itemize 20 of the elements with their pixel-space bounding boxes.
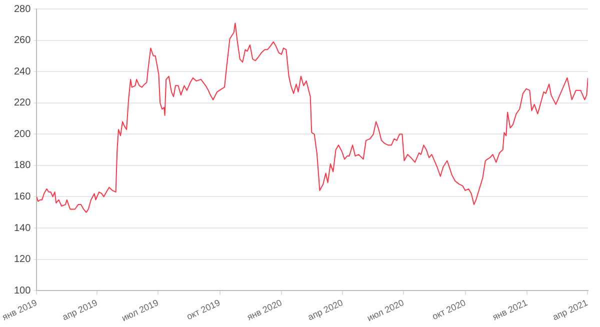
y-tick-label: 200 — [14, 128, 32, 140]
y-tick-label: 280 — [14, 4, 32, 15]
y-tick-label: 220 — [14, 98, 32, 109]
x-tick-label: апр 2019 — [60, 297, 99, 322]
y-tick-label: 160 — [14, 191, 32, 202]
x-tick-label: янв 2021 — [490, 297, 529, 322]
x-tick-label: янв 2019 — [0, 297, 39, 322]
x-tick-label: апр 2021 — [551, 297, 590, 322]
y-tick-label: 100 — [14, 285, 32, 296]
x-tick-label: июл 2019 — [120, 297, 160, 324]
y-tick-label: 180 — [14, 160, 32, 172]
x-tick-label: июл 2020 — [366, 297, 406, 324]
y-tick-label: 140 — [14, 222, 32, 234]
y-tick-label: 260 — [14, 35, 32, 46]
x-tick-label: окт 2019 — [185, 297, 222, 322]
y-tick-label: 120 — [14, 254, 32, 266]
x-tick-label: апр 2020 — [306, 297, 344, 322]
y-tick-label: 240 — [14, 66, 32, 78]
x-tick-label: янв 2020 — [245, 297, 284, 322]
x-tick-label: окт 2020 — [430, 297, 468, 322]
